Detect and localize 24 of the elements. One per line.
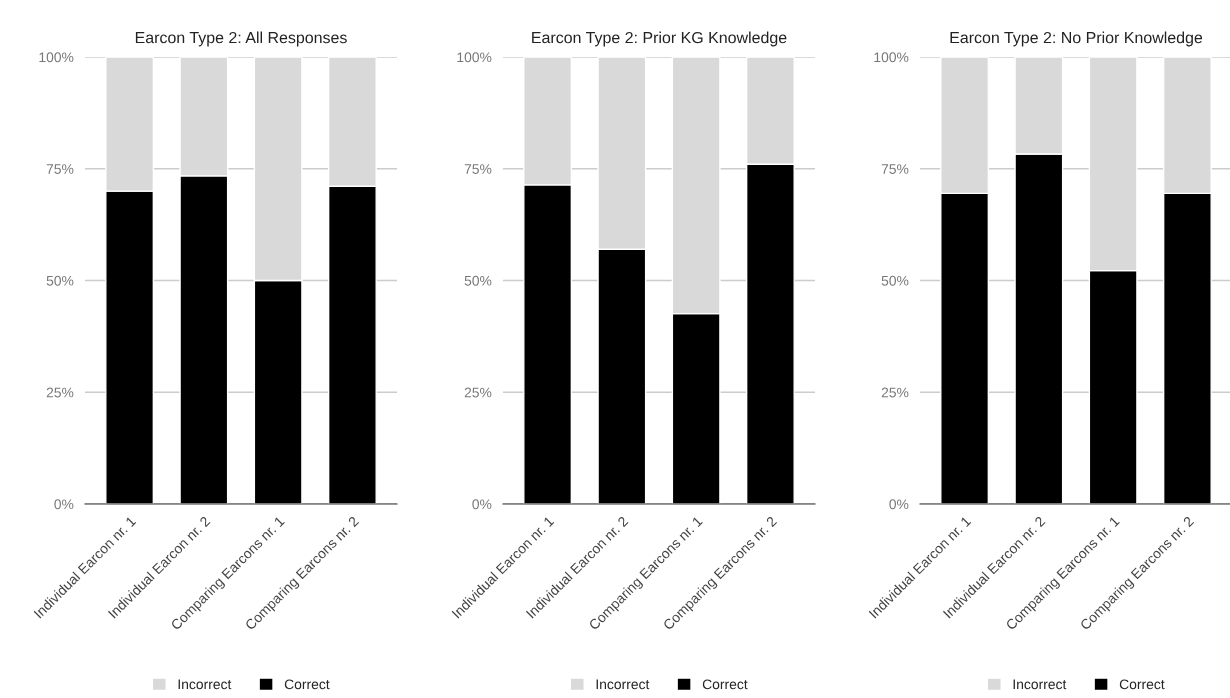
chart-title: Earcon Type 2: No Prior Knowledge: [950, 31, 1203, 47]
legend-label: Correct: [1119, 679, 1165, 690]
y-tick-label: 25%: [464, 387, 492, 398]
y-tick-label: 75%: [46, 164, 74, 174]
y-tick-label: 100%: [39, 52, 74, 63]
chart-title: Earcon Type 2: All Responses: [135, 31, 347, 47]
legend-label: Incorrect: [596, 679, 650, 690]
y-tick-label: 50%: [464, 275, 492, 286]
y-tick-label: 25%: [881, 387, 909, 398]
legend-label: Correct: [702, 679, 748, 690]
y-tick-label: 100%: [874, 52, 909, 63]
y-tick-label: 0%: [54, 499, 74, 510]
y-tick-label: 75%: [881, 164, 909, 174]
y-tick-label: 50%: [881, 275, 909, 286]
y-tick-label: 100%: [457, 52, 492, 63]
y-tick-label: 50%: [46, 275, 74, 286]
legend-label: Correct: [284, 679, 330, 690]
y-tick-label: 0%: [472, 499, 492, 510]
legend-label: Incorrect: [1013, 679, 1067, 690]
y-tick-label: 0%: [889, 499, 909, 510]
y-tick-label: 25%: [46, 387, 74, 398]
y-tick-label: 75%: [464, 164, 492, 174]
chart-title: Earcon Type 2: Prior KG Knowledge: [532, 31, 787, 47]
legend-label: Incorrect: [178, 679, 232, 690]
